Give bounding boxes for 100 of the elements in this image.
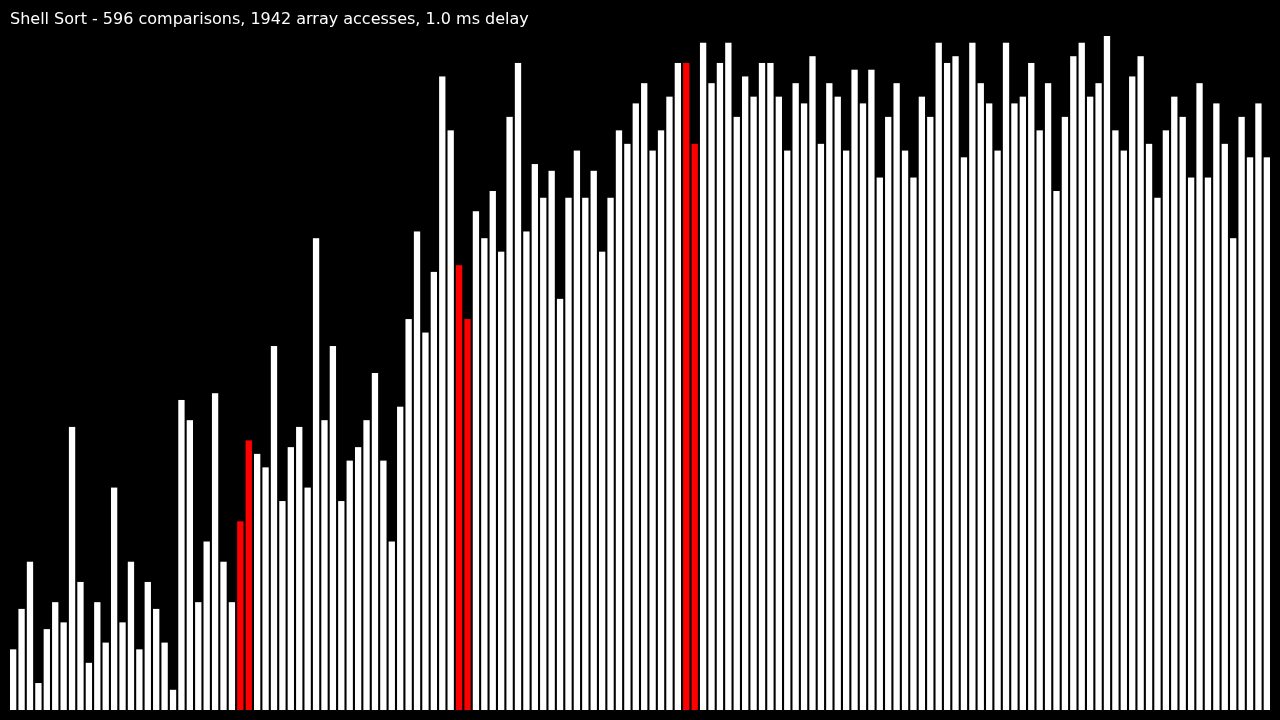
bar: [472, 211, 480, 710]
bar: [1112, 130, 1119, 710]
bar: [893, 83, 900, 710]
bar: [1179, 116, 1186, 710]
bar: [455, 265, 463, 710]
bar: [186, 420, 193, 710]
bar: [1187, 177, 1195, 710]
bar: [943, 62, 951, 710]
bar: [447, 130, 454, 710]
bar: [582, 197, 589, 710]
bar: [750, 96, 757, 710]
bar: [960, 157, 968, 710]
bar: [237, 521, 244, 710]
chart-title: Shell Sort - 596 comparisons, 1942 array accesses, 1.0 ms delay: [10, 9, 529, 28]
bar: [1204, 177, 1212, 710]
bar: [10, 649, 17, 710]
bar: [220, 561, 227, 710]
bar: [1036, 130, 1043, 710]
bar: [674, 62, 682, 710]
bar: [1221, 143, 1228, 710]
bar: [1044, 83, 1052, 710]
bar: [683, 62, 690, 710]
bar: [641, 83, 648, 710]
bar: [405, 319, 412, 710]
bar: [1086, 96, 1094, 710]
bar: [94, 602, 101, 710]
bar: [666, 96, 673, 710]
bar: [540, 197, 547, 710]
bar: [1238, 116, 1245, 710]
bar: [1078, 42, 1085, 710]
bar: [590, 170, 597, 710]
bar: [1019, 96, 1026, 710]
bar: [977, 83, 984, 710]
bar: [1129, 76, 1136, 710]
bar: [1196, 83, 1203, 710]
bar: [1246, 157, 1254, 710]
bar: [338, 501, 345, 710]
bar: [607, 197, 614, 710]
bar: [228, 602, 236, 710]
bar: [699, 42, 707, 710]
bar: [270, 346, 278, 710]
bar: [859, 103, 867, 710]
bar: [935, 42, 942, 710]
bar: [195, 602, 202, 710]
bar: [556, 298, 564, 710]
bar: [144, 581, 151, 710]
bar: [1095, 83, 1102, 710]
bar: [733, 116, 740, 710]
bar: [1213, 103, 1220, 710]
bar: [329, 346, 337, 710]
bar: [354, 447, 362, 710]
bar: [110, 487, 118, 710]
bar: [918, 96, 926, 710]
bar: [119, 622, 126, 710]
bar: [649, 150, 656, 710]
bar: [1011, 103, 1018, 710]
bar: [1263, 157, 1270, 710]
bar: [262, 467, 269, 710]
bar: [18, 608, 25, 710]
bar: [725, 42, 732, 710]
bar: [767, 62, 774, 710]
bar: [632, 103, 639, 710]
bar: [784, 150, 791, 710]
bar: [657, 130, 665, 710]
bar: [910, 177, 917, 710]
bar: [77, 581, 84, 710]
bar: [321, 420, 328, 710]
bar: [296, 426, 303, 710]
bar: [413, 231, 421, 710]
bar: [1103, 36, 1111, 710]
bar: [211, 393, 219, 710]
bar: [506, 116, 513, 710]
bar: [758, 62, 766, 710]
bar: [464, 319, 471, 710]
bar: [1154, 197, 1161, 710]
bar: [371, 373, 379, 710]
bar: [422, 332, 429, 710]
bar: [969, 42, 976, 710]
bar: [489, 191, 496, 710]
bar: [481, 238, 488, 710]
bar: [523, 231, 530, 710]
bar: [1137, 56, 1144, 710]
bar: [388, 541, 395, 710]
bar: [439, 76, 446, 710]
bar: [60, 622, 67, 710]
bar: [1145, 143, 1153, 710]
bar: [868, 69, 875, 710]
bar: [380, 460, 387, 710]
bar: [254, 453, 261, 710]
bar: [245, 440, 252, 710]
bar: [1053, 191, 1060, 710]
bar: [1171, 96, 1178, 710]
bar: [178, 399, 185, 710]
bar: [203, 541, 210, 710]
bar: [312, 238, 320, 710]
bar: [817, 143, 825, 710]
bar: [548, 170, 555, 710]
bar: [927, 116, 934, 710]
bar: [161, 642, 168, 710]
bar: [1120, 150, 1127, 710]
